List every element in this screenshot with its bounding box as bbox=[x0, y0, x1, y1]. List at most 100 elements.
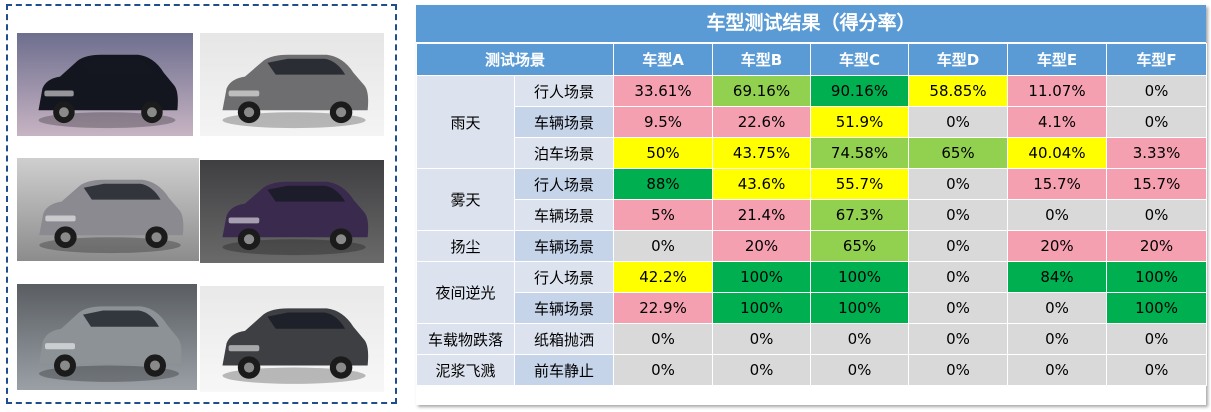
scenario-cell: 泊车场景 bbox=[513, 137, 615, 169]
score-cell: 50% bbox=[613, 137, 714, 169]
score-cell: 0% bbox=[908, 354, 1009, 386]
score-cell: 20% bbox=[1007, 230, 1108, 262]
condition-cell: 泥浆飞溅 bbox=[416, 354, 515, 386]
scenario-cell: 车辆场景 bbox=[513, 230, 615, 262]
table-row: 泥浆飞溅 前车静止 0% 0% 0% 0% 0% 0% bbox=[416, 354, 1208, 386]
model-header: 车型E bbox=[1007, 43, 1108, 76]
score-cell: 0% bbox=[712, 323, 812, 355]
score-cell: 21.4% bbox=[712, 199, 812, 231]
score-cell: 20% bbox=[1106, 230, 1208, 262]
condition-cell: 夜间逆光 bbox=[416, 261, 515, 324]
results-grid: 测试场景 车型A 车型B 车型C 车型D 车型E 车型F 雨天 行人场景 33.61… bbox=[415, 43, 1208, 386]
scenario-cell: 行人场景 bbox=[513, 75, 615, 107]
table-row: 扬尘 车辆场景 0% 20% 65% 0% 20% 20% bbox=[416, 230, 1208, 262]
score-cell: 84% bbox=[1007, 261, 1108, 293]
score-cell: 22.6% bbox=[712, 106, 812, 138]
score-cell: 100% bbox=[712, 292, 812, 324]
score-cell: 0% bbox=[908, 323, 1009, 355]
scenario-cell: 行人场景 bbox=[513, 261, 615, 293]
condition-cell: 扬尘 bbox=[416, 230, 515, 262]
score-cell: 40.04% bbox=[1007, 137, 1108, 169]
gray-suv-photo bbox=[200, 33, 384, 136]
condition-cell: 车载物跌落 bbox=[416, 323, 515, 355]
score-cell: 55.7% bbox=[810, 168, 910, 200]
score-cell: 43.6% bbox=[712, 168, 812, 200]
car-photo-1 bbox=[17, 33, 193, 136]
score-cell: 15.7% bbox=[1007, 168, 1108, 200]
score-cell: 0% bbox=[810, 354, 910, 386]
table-row: 车载物跌落 纸箱抛洒 0% 0% 0% 0% 0% 0% bbox=[416, 323, 1208, 355]
score-cell: 22.9% bbox=[613, 292, 714, 324]
score-cell: 11.07% bbox=[1007, 75, 1108, 107]
score-cell: 65% bbox=[810, 230, 910, 262]
score-cell: 0% bbox=[908, 292, 1009, 324]
score-cell: 90.16% bbox=[810, 75, 910, 107]
table-row: 夜间逆光 行人场景 42.2% 100% 100% 0% 84% 100% bbox=[416, 261, 1208, 324]
score-cell: 20% bbox=[712, 230, 812, 262]
score-cell: 3.33% bbox=[1106, 137, 1208, 169]
score-cell: 0% bbox=[712, 354, 812, 386]
table-row: 雨天 行人场景 33.61% 69.16% 90.16% 58.85% 11.07% 0% bbox=[416, 75, 1208, 169]
score-cell: 51.9% bbox=[810, 106, 910, 138]
score-cell: 88% bbox=[613, 168, 714, 200]
score-cell: 42.2% bbox=[613, 261, 714, 293]
score-cell: 0% bbox=[1106, 75, 1208, 107]
score-cell: 0% bbox=[908, 168, 1009, 200]
model-header: 车型C bbox=[810, 43, 910, 76]
condition-cell: 雾天 bbox=[416, 168, 515, 231]
model-header: 车型A bbox=[613, 43, 714, 76]
score-cell: 100% bbox=[1106, 292, 1208, 324]
table-row: 车辆场景 9.5% 22.6% 51.9% 0% 4.1% 0% bbox=[417, 106, 1208, 138]
score-cell: 15.7% bbox=[1106, 168, 1208, 200]
car-photo-gallery bbox=[6, 4, 397, 404]
score-cell: 0% bbox=[1007, 354, 1108, 386]
score-cell: 43.75% bbox=[712, 137, 812, 169]
score-cell: 0% bbox=[613, 323, 714, 355]
car-photo-3 bbox=[17, 158, 199, 261]
purple-suv-photo bbox=[200, 160, 384, 263]
score-cell: 0% bbox=[1007, 323, 1108, 355]
car-photo-6 bbox=[200, 286, 384, 392]
silver-suv-photo bbox=[17, 158, 199, 261]
scenario-header: 测试场景 bbox=[415, 43, 615, 76]
score-cell: 33.61% bbox=[613, 75, 714, 107]
car-photo-5 bbox=[17, 284, 197, 390]
scenario-cell: 车辆场景 bbox=[513, 106, 615, 138]
score-cell: 0% bbox=[908, 106, 1009, 138]
table-row: 泊车场景 50% 43.75% 74.58% 65% 40.04% 3.33% bbox=[417, 137, 1208, 169]
model-header: 车型B bbox=[712, 43, 812, 76]
scenario-cell: 车辆场景 bbox=[513, 199, 615, 231]
scenario-cell: 纸箱抛洒 bbox=[513, 323, 615, 355]
score-cell: 100% bbox=[810, 292, 910, 324]
scenario-cell: 行人场景 bbox=[513, 168, 615, 200]
table-row: 车辆场景 5% 21.4% 67.3% 0% 0% 0% bbox=[417, 199, 1208, 231]
score-cell: 100% bbox=[712, 261, 812, 293]
score-cell: 0% bbox=[908, 199, 1009, 231]
score-cell: 0% bbox=[613, 230, 714, 262]
score-cell: 58.85% bbox=[908, 75, 1009, 107]
score-cell: 67.3% bbox=[810, 199, 910, 231]
score-cell: 69.16% bbox=[712, 75, 812, 107]
score-cell: 65% bbox=[908, 137, 1009, 169]
dark-gray-suv-photo bbox=[200, 286, 384, 392]
score-cell: 0% bbox=[1007, 292, 1108, 324]
score-cell: 0% bbox=[1106, 199, 1208, 231]
table-row: 车辆场景 22.9% 100% 100% 0% 0% 100% bbox=[417, 292, 1208, 324]
score-cell: 0% bbox=[1106, 323, 1208, 355]
test-results-table: 车型测试结果（得分率） 测试场景 车型A 车型B 车型C 车型D 车型E 车型F… bbox=[415, 5, 1208, 405]
scenario-cell: 前车静止 bbox=[513, 354, 615, 386]
results-body: 雨天 行人场景 33.61% 69.16% 90.16% 58.85% 11.07% 0% 车辆… bbox=[416, 75, 1208, 386]
table-row: 雾天 行人场景 88% 43.6% 55.7% 0% 15.7% 15.7% bbox=[416, 168, 1208, 231]
score-cell: 0% bbox=[1106, 106, 1208, 138]
gray-crossover-photo bbox=[17, 284, 197, 390]
table-title: 车型测试结果（得分率） bbox=[416, 5, 1206, 43]
score-cell: 5% bbox=[613, 199, 714, 231]
score-cell: 74.58% bbox=[810, 137, 910, 169]
car-photo-2 bbox=[200, 33, 384, 136]
model-header: 车型D bbox=[908, 43, 1009, 76]
score-cell: 0% bbox=[908, 261, 1009, 293]
model-header: 车型F bbox=[1106, 43, 1208, 76]
score-cell: 100% bbox=[810, 261, 910, 293]
score-cell: 0% bbox=[1106, 354, 1208, 386]
score-cell: 0% bbox=[613, 354, 714, 386]
